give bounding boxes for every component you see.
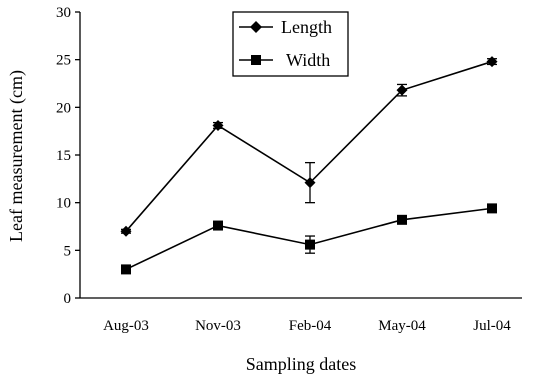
y-tick-label: 5 [64,243,72,259]
y-tick-label: 15 [56,148,71,164]
y-tick-label: 30 [56,5,71,21]
legend-marker-length [250,21,262,33]
data-point-length [120,225,132,237]
data-point-length [486,56,498,68]
legend-label-length: Length [281,17,332,37]
legend-box [232,11,349,77]
data-point-width [121,264,131,275]
x-tick-label: Jul-04 [473,318,511,334]
y-tick-label: 0 [64,291,72,307]
legend-label-width: Width [286,50,330,70]
data-point-width [487,203,497,214]
y-tick-label: 25 [56,53,71,69]
y-tick-label: 20 [56,100,71,116]
y-ticks: 0 5 10 15 20 25 30 [56,5,80,307]
x-axis-title: Sampling dates [246,354,357,374]
x-tick-label: Aug-03 [103,318,149,334]
x-tick-label: Nov-03 [195,318,241,334]
data-point-width [397,214,407,225]
x-tick-label: May-04 [378,318,426,334]
legend: Length Width [232,11,349,77]
y-axis-title: Leaf measurement (cm) [6,70,27,242]
x-ticks: Aug-03 Nov-03 Feb-04 May-04 Jul-04 [103,318,511,334]
series-group [120,56,498,275]
series-line-width [125,207,493,271]
x-tick-label: Feb-04 [289,318,332,334]
y-tick-label: 10 [56,196,71,212]
data-point-length [212,119,224,131]
series-line-length [125,60,493,232]
data-point-width [213,220,223,231]
data-point-length [304,177,316,189]
legend-marker-width [251,55,261,65]
data-point-width [305,239,315,250]
data-point-length [396,84,408,96]
